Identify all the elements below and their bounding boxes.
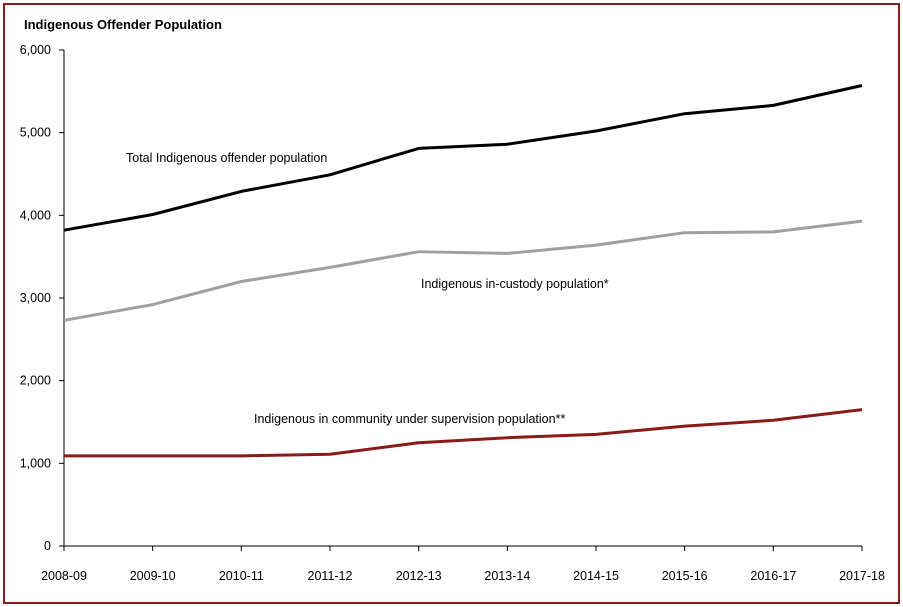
x-tick-label: 2013-14 (484, 569, 530, 583)
series-line-in-custody (63, 219, 863, 322)
x-axis-ticks: 2008-09 2009-10 2010-11 2011-12 2012-13 2013-… (41, 546, 885, 583)
y-tick-label: 4,000 (20, 208, 51, 222)
y-tick-label: 0 (44, 539, 51, 553)
y-tick-label: 6,000 (20, 43, 51, 57)
series-lines (63, 84, 863, 458)
y-tick-label: 1,000 (20, 456, 51, 470)
x-tick-label: 2012-13 (396, 569, 442, 583)
x-tick-label: 2015-16 (662, 569, 708, 583)
x-tick-label: 2009-10 (130, 569, 176, 583)
x-tick-label: 2008-09 (41, 569, 87, 583)
annotation-total-population: Total Indigenous offender population (126, 151, 327, 165)
x-tick-label: 2017-18 (839, 569, 885, 583)
y-tick-label: 3,000 (20, 291, 51, 305)
y-axis-ticks: 0 1,000 2,000 3,000 4,000 5,000 6,000 (20, 43, 64, 553)
chart-title: Indigenous Offender Population (24, 17, 222, 32)
x-tick-label: 2014-15 (573, 569, 619, 583)
x-tick-label: 2011-12 (308, 569, 353, 583)
x-tick-label: 2010-11 (219, 569, 264, 583)
chart-frame (3, 3, 900, 604)
series-annotations: Total Indigenous offender population Ind… (126, 151, 609, 426)
annotation-community-supervision: Indigenous in community under supervisio… (254, 412, 565, 426)
series-line-total (63, 84, 863, 232)
series-line-community (64, 408, 863, 458)
y-tick-label: 5,000 (20, 126, 51, 140)
y-tick-label: 2,000 (20, 374, 51, 388)
annotation-in-custody: Indigenous in-custody population* (421, 277, 609, 291)
x-tick-label: 2016-17 (750, 569, 796, 583)
